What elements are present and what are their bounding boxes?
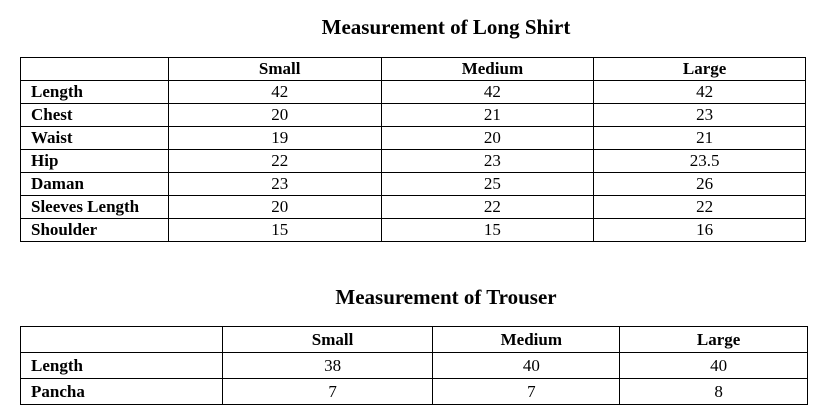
row-label: Waist xyxy=(20,126,169,150)
table-row: Chest 20 21 23 xyxy=(20,103,806,127)
table-cell: 19 xyxy=(167,126,382,150)
header-row: Small Medium Large xyxy=(20,57,806,81)
table-row: Hip 22 23 23.5 xyxy=(20,149,806,173)
table-cell: 15 xyxy=(167,218,382,242)
table-cell: 20 xyxy=(167,103,382,127)
column-header xyxy=(20,326,223,353)
table-cell: 23.5 xyxy=(593,149,806,173)
trouser-title: Measurement of Trouser xyxy=(335,285,557,309)
table-row: Length 38 40 40 xyxy=(20,352,808,379)
column-header: Small xyxy=(221,326,434,353)
header-row: Small Medium Large xyxy=(20,326,808,353)
table-cell: 22 xyxy=(593,195,806,219)
table-cell: 26 xyxy=(593,172,806,196)
table-cell: 22 xyxy=(380,195,595,219)
table-row: Sleeves Length 20 22 22 xyxy=(20,195,806,219)
table-cell: 21 xyxy=(593,126,806,150)
table-cell: 23 xyxy=(593,103,806,127)
column-header xyxy=(20,57,169,81)
row-label: Length xyxy=(20,352,223,379)
shirt-title: Measurement of Long Shirt xyxy=(321,15,571,39)
column-header: Small xyxy=(167,57,382,81)
table-cell: 42 xyxy=(167,80,382,104)
table-cell: 42 xyxy=(380,80,595,104)
table-cell: 7 xyxy=(432,378,621,405)
table-cell: 23 xyxy=(167,172,382,196)
table-cell: 42 xyxy=(593,80,806,104)
column-header: Large xyxy=(593,57,806,81)
table-cell: 38 xyxy=(221,352,434,379)
shirt-table: Small Medium Large Length 42 42 42 Chest 20 21 23 W… xyxy=(20,57,806,242)
column-header: Medium xyxy=(380,57,595,81)
table-row: Waist 19 20 21 xyxy=(20,126,806,150)
table-row: Shoulder 15 15 16 xyxy=(20,218,806,242)
table-row: Length 42 42 42 xyxy=(20,80,806,104)
table-cell: 8 xyxy=(619,378,808,405)
table-cell: 20 xyxy=(167,195,382,219)
row-label: Sleeves Length xyxy=(20,195,169,219)
row-label: Length xyxy=(20,80,169,104)
trouser-table: Small Medium Large Length 38 40 40 Pancha 7 7 8 xyxy=(20,326,808,405)
table-row: Daman 23 25 26 xyxy=(20,172,806,196)
table-cell: 40 xyxy=(432,352,621,379)
table-cell: 21 xyxy=(380,103,595,127)
table-cell: 15 xyxy=(380,218,595,242)
table-cell: 7 xyxy=(221,378,434,405)
table-cell: 23 xyxy=(380,149,595,173)
table-row: Pancha 7 7 8 xyxy=(20,378,808,405)
row-label: Daman xyxy=(20,172,169,196)
table-cell: 20 xyxy=(380,126,595,150)
column-header: Large xyxy=(619,326,808,353)
table-cell: 40 xyxy=(619,352,808,379)
row-label: Hip xyxy=(20,149,169,173)
table-cell: 16 xyxy=(593,218,806,242)
row-label: Chest xyxy=(20,103,169,127)
table-cell: 22 xyxy=(167,149,382,173)
row-label: Pancha xyxy=(20,378,223,405)
column-header: Medium xyxy=(432,326,621,353)
table-cell: 25 xyxy=(380,172,595,196)
row-label: Shoulder xyxy=(20,218,169,242)
